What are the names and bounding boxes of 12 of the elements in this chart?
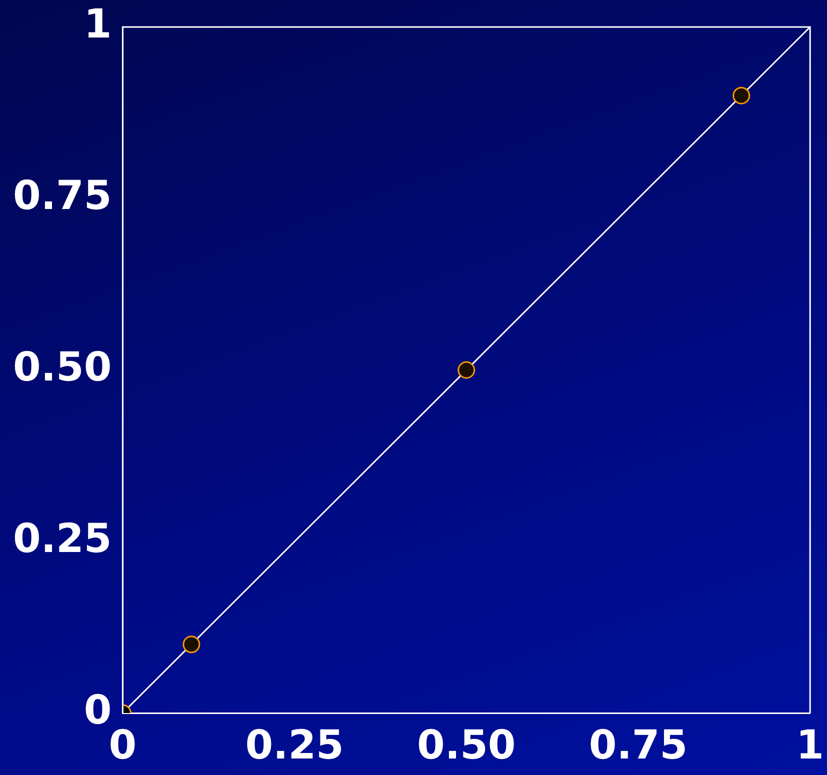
- y-tick-label: 0.25: [12, 516, 112, 562]
- x-tick-label: 0.75: [588, 722, 688, 768]
- point: [458, 361, 476, 379]
- x-tick-label: 0.25: [245, 722, 344, 768]
- y-tick-label: 0.75: [12, 172, 112, 219]
- point: [732, 86, 750, 104]
- x-tick-label: 1: [796, 722, 824, 768]
- x-tick-label: 0.50: [417, 722, 516, 768]
- point: [182, 636, 200, 654]
- y-tick-label: 1: [84, 1, 112, 48]
- y-tick-label: 0.50: [12, 344, 112, 390]
- y-tick-label: 0: [84, 687, 112, 734]
